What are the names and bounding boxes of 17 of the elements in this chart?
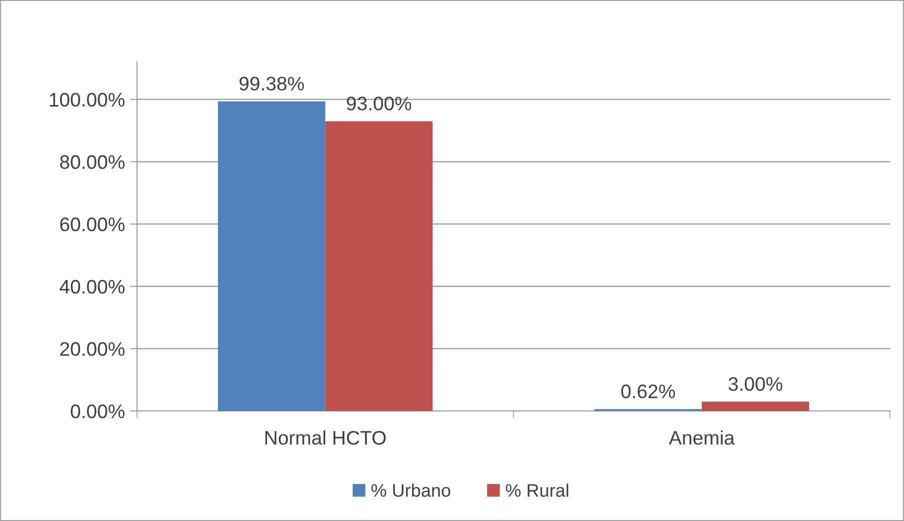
- bar: [218, 101, 326, 411]
- data-label: 0.62%: [621, 384, 675, 398]
- y-tick-label: 40.00%: [60, 280, 125, 294]
- y-tick-label: 100.00%: [50, 92, 125, 107]
- legend-label: % Urbano: [371, 484, 450, 497]
- bar: [325, 121, 433, 411]
- data-label: 99.38%: [240, 76, 304, 91]
- data-label: 3.00%: [728, 377, 782, 391]
- bar: [702, 402, 810, 411]
- y-tick-label: 20.00%: [60, 342, 125, 356]
- x-tick-label: Normal HCTO: [265, 430, 386, 445]
- legend-label: % Rural: [506, 484, 568, 497]
- y-tick-label: 60.00%: [60, 218, 125, 232]
- y-tick-label: 0.00%: [70, 404, 125, 418]
- x-tick-label: Anemia: [668, 430, 735, 445]
- y-tick-label: 80.00%: [60, 155, 125, 169]
- data-label: 93.00%: [346, 96, 412, 110]
